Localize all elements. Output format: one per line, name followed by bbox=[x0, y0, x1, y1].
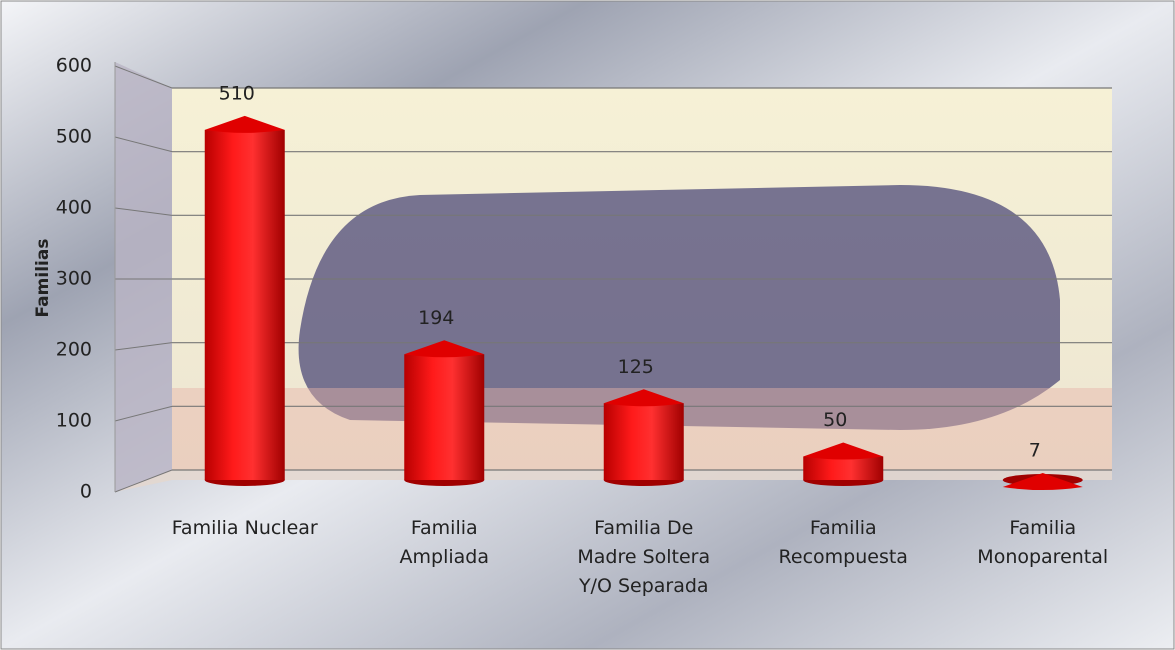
bar-part bbox=[604, 403, 684, 480]
side-wall bbox=[115, 62, 172, 492]
bar-part bbox=[205, 130, 285, 480]
x-tick-label-line: Monoparental bbox=[943, 543, 1143, 572]
x-tick-label-line: Familia Nuclear bbox=[145, 514, 345, 543]
x-tick-label: Familia Nuclear bbox=[145, 514, 345, 543]
x-tick-label-line: Ampliada bbox=[344, 543, 544, 572]
x-tick-label-line: Familia De bbox=[544, 514, 744, 543]
y-tick-label: 500 bbox=[56, 126, 92, 148]
y-tick-label: 100 bbox=[56, 410, 92, 432]
x-tick-label-line: Familia bbox=[943, 514, 1143, 543]
y-tick-label: 600 bbox=[56, 55, 92, 77]
value-label: 194 bbox=[418, 307, 454, 329]
value-label: 510 bbox=[219, 82, 255, 104]
bar bbox=[404, 340, 484, 486]
y-tick-label: 200 bbox=[56, 339, 92, 361]
page: Familias 0 100 200 300 400 500 600 510 194 125 50 7… bbox=[0, 0, 1175, 650]
y-axis-label: Familias bbox=[33, 239, 53, 318]
x-tick-label-line: Recompuesta bbox=[743, 543, 943, 572]
y-tick-label: 300 bbox=[56, 268, 92, 290]
y-tick-label: 0 bbox=[80, 481, 92, 503]
y-tick-label: 400 bbox=[56, 197, 92, 219]
x-tick-label-line: Familia bbox=[344, 514, 544, 543]
bar bbox=[604, 389, 684, 486]
bar-part bbox=[803, 457, 883, 481]
x-tick-label-line: Y/O Separada bbox=[544, 572, 744, 601]
bar-part bbox=[404, 354, 484, 480]
x-tick-label-line: Familia bbox=[743, 514, 943, 543]
bar bbox=[205, 116, 285, 486]
value-label: 50 bbox=[823, 409, 847, 431]
value-label: 125 bbox=[618, 356, 654, 378]
x-tick-label-line: Madre Soltera bbox=[544, 543, 744, 572]
value-label: 7 bbox=[1029, 440, 1041, 462]
